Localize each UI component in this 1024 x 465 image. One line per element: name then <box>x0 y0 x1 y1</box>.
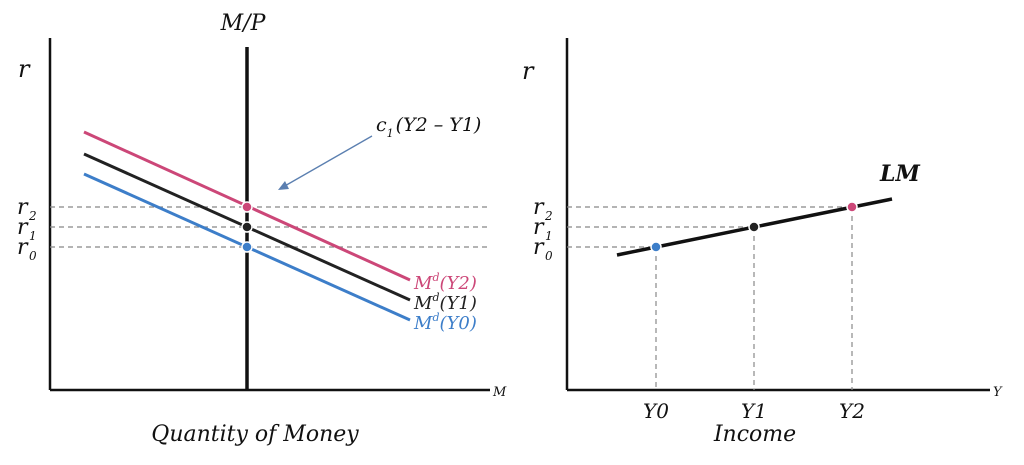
svg-text:r: r <box>533 215 545 240</box>
svg-text:r: r <box>17 215 29 240</box>
money-supply-label: M/P <box>220 11 267 36</box>
left-panel: r M M/P r 2 r 1 r 0 Md(Y2) Md(Y1 <box>17 11 507 447</box>
svg-text:2: 2 <box>28 209 37 223</box>
lm-curve-label: LM <box>879 161 920 187</box>
shift-arrow <box>282 135 373 188</box>
svg-text:r: r <box>533 235 545 260</box>
income-label-y0: Y0 <box>643 399 669 423</box>
svg-text:0: 0 <box>545 249 553 263</box>
money-demand-label-y2: Md(Y2) <box>413 271 477 294</box>
right-rate-label-r1: r 1 <box>533 215 553 243</box>
svg-text:r: r <box>17 235 29 260</box>
right-x-axis-label: Y <box>993 385 1003 400</box>
svg-text:2: 2 <box>544 209 553 223</box>
svg-text:0: 0 <box>29 249 37 263</box>
left-rate-label-r0: r 0 <box>17 235 37 263</box>
left-y-axis-label: r <box>18 55 31 83</box>
money-demand-label-y1: Md(Y1) <box>413 291 477 314</box>
lm-point-y1 <box>748 221 760 233</box>
right-rate-label-r2: r 2 <box>533 195 553 223</box>
equilibrium-point-r2 <box>241 201 253 213</box>
svg-text:r: r <box>533 195 545 220</box>
equilibrium-point-r1 <box>241 221 253 233</box>
left-rate-label-r1: r 1 <box>17 215 37 243</box>
income-label-y1: Y1 <box>741 399 767 423</box>
lm-point-y2 <box>846 201 858 213</box>
right-panel: r Y r 2 r 1 r 0 LM Y0 Y1 Y2 <box>522 38 1003 447</box>
shift-annotation: c1 (Y2 – Y1) <box>278 114 481 190</box>
right-caption: Income <box>713 422 796 447</box>
svg-text:1: 1 <box>29 229 37 243</box>
lm-point-y0 <box>650 241 662 253</box>
equilibrium-point-r0 <box>241 241 253 253</box>
right-y-axis-label: r <box>522 57 535 85</box>
income-label-y2: Y2 <box>839 399 865 423</box>
svg-text:1: 1 <box>545 229 553 243</box>
svg-text:c1(Y2 – Y1): c1 (Y2 – Y1) <box>376 114 481 140</box>
money-demand-label-y0: Md(Y0) <box>413 311 477 334</box>
left-rate-label-r2: r 2 <box>17 195 37 223</box>
svg-text:r: r <box>17 195 29 220</box>
shift-arrow-head <box>278 181 289 190</box>
right-rate-label-r0: r 0 <box>533 235 553 263</box>
left-caption: Quantity of Money <box>151 422 359 447</box>
left-x-axis-label: M <box>492 385 507 400</box>
